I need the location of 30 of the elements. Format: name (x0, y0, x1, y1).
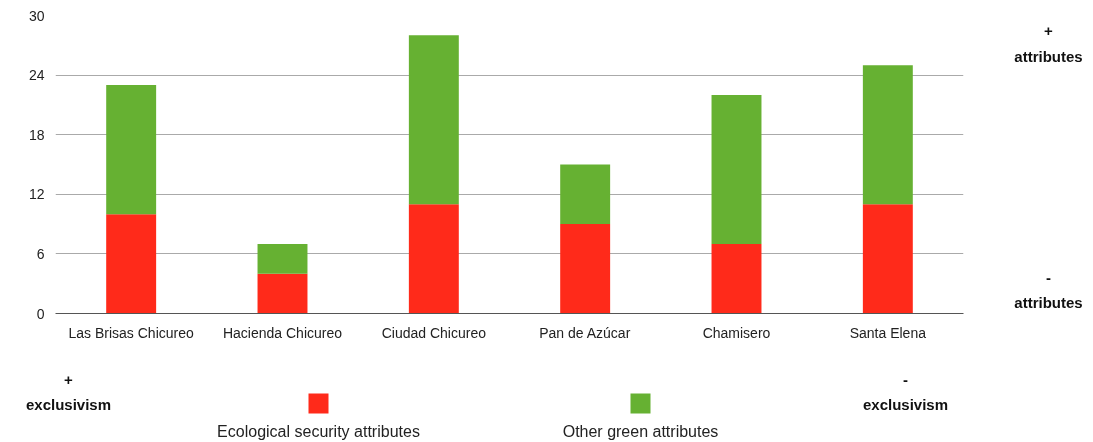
text: - attributes (1014, 268, 1083, 312)
bar (560, 224, 611, 314)
bar (106, 214, 157, 314)
bar (408, 204, 459, 314)
x-tick-label: Santa Elena (849, 324, 927, 341)
bar (711, 94, 762, 244)
x-tick-label: Chamisero (702, 324, 771, 341)
y-tick-label: 0 (36, 305, 45, 322)
text: + exclusivism (25, 370, 112, 413)
bar (862, 204, 913, 314)
y-tick-label: 12 (28, 186, 45, 203)
y-tick-label: 30 (28, 7, 45, 24)
bar (257, 273, 308, 314)
x-tick-label: Las Brisas Chicureo (68, 324, 195, 341)
bar (560, 164, 611, 225)
bar (862, 65, 913, 205)
x-tick-label: Ciudad Chicureo (381, 324, 487, 341)
legend-label: Other green attributes (562, 423, 719, 440)
text: - exclusivism (862, 370, 949, 413)
y-tick-label: 24 (28, 67, 45, 84)
y-tick-label: 6 (36, 245, 45, 262)
bar (408, 35, 459, 205)
x-tick-label: Pan de Azúcar (539, 324, 631, 341)
legend-label: Ecological security attributes (217, 423, 420, 440)
bar (257, 243, 308, 274)
x-tick-label: Hacienda Chicureo (222, 324, 343, 341)
bar (106, 85, 157, 215)
text: + attributes (1014, 22, 1083, 65)
y-tick-label: 18 (28, 126, 45, 143)
bar (711, 243, 762, 314)
